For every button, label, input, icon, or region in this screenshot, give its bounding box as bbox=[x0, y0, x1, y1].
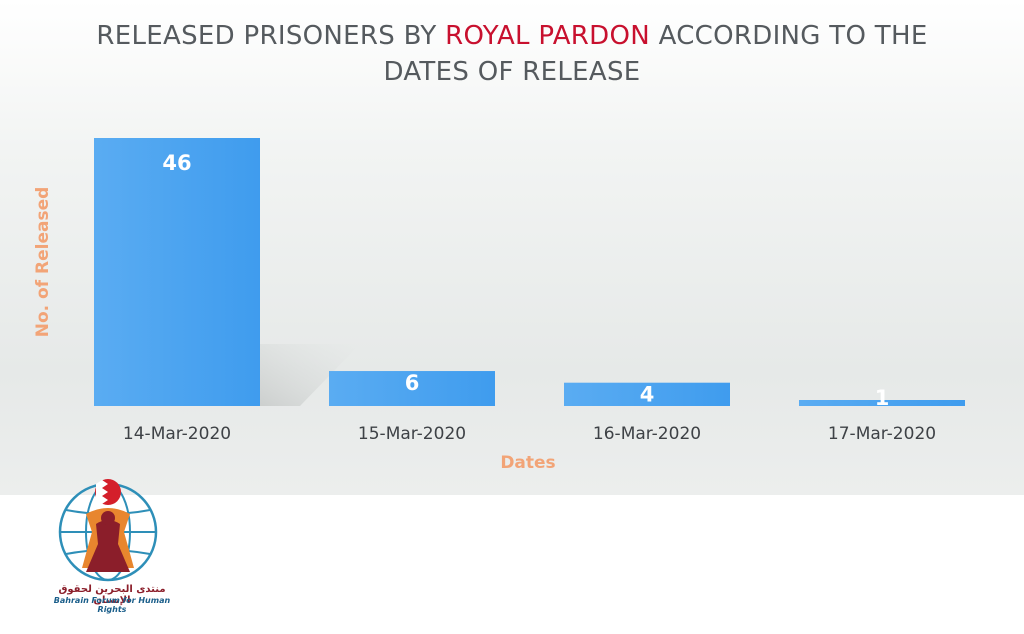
bars-layer bbox=[94, 138, 965, 406]
x-tick-label: 14-Mar-2020 bbox=[123, 424, 231, 444]
logo-english-text: Bahrain Forum for Human Rights bbox=[53, 596, 171, 614]
bar-chart: 46 14-Mar-2020 6 15-Mar-2020 4 16-Mar-2020 1 17… bbox=[33, 138, 965, 473]
y-axis-title: No. of Released bbox=[33, 187, 53, 338]
x-axis-title: Dates bbox=[500, 453, 555, 473]
data-label: 46 bbox=[162, 151, 191, 175]
x-tick-label: 17-Mar-2020 bbox=[828, 424, 936, 444]
labels-layer: 46 14-Mar-2020 6 15-Mar-2020 4 16-Mar-2020 1 17… bbox=[123, 151, 936, 444]
data-label: 1 bbox=[875, 386, 890, 410]
bahrain-forum-logo-icon bbox=[58, 479, 158, 582]
bar-17-Mar-2020 bbox=[799, 400, 965, 406]
title-part-1: RELEASED PRISONERS BY bbox=[96, 21, 446, 51]
x-tick-label: 15-Mar-2020 bbox=[358, 424, 466, 444]
logo-arabic-text: منتدى البحرين لحقوق الإنسان bbox=[58, 584, 166, 606]
bar-15-Mar-2020 bbox=[329, 371, 495, 406]
data-label: 4 bbox=[640, 383, 655, 407]
bar-14-Mar-2020 bbox=[94, 138, 260, 406]
title-part-3: ACCORDING TO THE DATES OF RELEASE bbox=[383, 21, 928, 87]
bar-16-Mar-2020 bbox=[564, 382, 730, 406]
bar-shadow bbox=[260, 344, 360, 406]
title-accent: ROYAL PARDON bbox=[445, 21, 651, 51]
x-tick-label: 16-Mar-2020 bbox=[593, 424, 701, 444]
data-label: 6 bbox=[405, 371, 420, 395]
chart-title: RELEASED PRISONERS BY ROYAL PARDON ACCOR… bbox=[60, 18, 964, 90]
